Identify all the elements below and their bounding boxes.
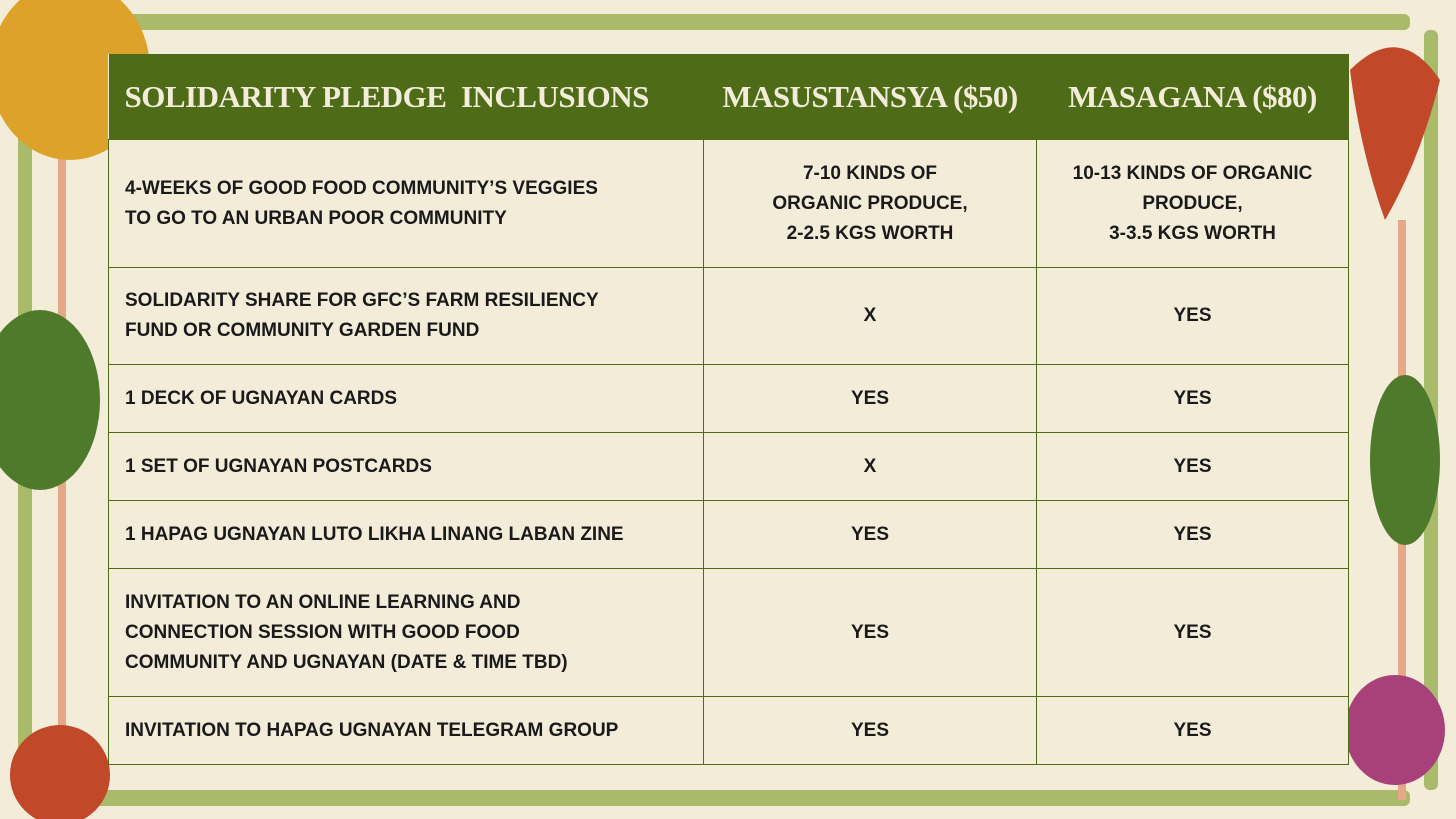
tomato	[10, 725, 110, 819]
cell-line: 7-10 KINDS OF	[802, 162, 938, 184]
cell-line: 4-WEEKS OF GOOD FOOD COMMUNITY’S VEGGIES	[125, 177, 598, 199]
inclusion-cell: 1 SET OF UGNAYAN POSTCARDS	[108, 432, 704, 501]
cell-line: FUND OR COMMUNITY GARDEN FUND	[125, 320, 480, 341]
column-header: MASAGANA ($80)	[1036, 54, 1349, 140]
cell-line: INVITATION TO HAPAG UGNAYAN TELEGRAM GRO…	[125, 719, 619, 741]
cell-line: YES	[850, 719, 890, 741]
tier-cell: YES	[1036, 500, 1349, 569]
header-row: SOLIDARITY PLEDGE INCLUSIONS MASUSTANSYA …	[108, 54, 1349, 140]
cell-line: YES	[850, 523, 890, 545]
table-row: 1 DECK OF UGNAYAN CARDS YES YES	[108, 364, 1349, 433]
cell-line: 10-13 KINDS OF ORGANIC	[1072, 162, 1313, 184]
tier-cell: X	[703, 267, 1037, 365]
tier-cell: YES	[1036, 364, 1349, 433]
brush-top	[40, 14, 1410, 30]
cell-line: YES	[1173, 387, 1212, 409]
cell-line: INVITATION TO AN ONLINE LEARNING AND	[125, 591, 521, 613]
cell-line: TO GO TO AN URBAN POOR COMMUNITY	[125, 207, 507, 229]
column-header: SOLIDARITY PLEDGE INCLUSIONS	[108, 54, 704, 140]
tier-cell: YES	[703, 500, 1037, 569]
tier-cell: 7-10 KINDS OF ORGANIC PRODUCE, 2-2.5 KGS W…	[703, 139, 1037, 268]
table-body: 4-WEEKS OF GOOD FOOD COMMUNITY’S VEGGIES…	[108, 139, 1349, 765]
cell-line: ORGANIC PRODUCE,	[772, 192, 968, 214]
cell-line: 1 DECK OF UGNAYAN CARDS	[125, 387, 398, 409]
tier-cell: YES	[703, 568, 1037, 697]
inclusion-cell: INVITATION TO AN ONLINE LEARNING AND CONN…	[108, 568, 704, 697]
tier-cell: X	[703, 432, 1037, 501]
cell-line: X	[863, 305, 877, 326]
cell-line: 2-2.5 KGS WORTH	[786, 222, 954, 244]
cell-line: PRODUCE,	[1142, 192, 1243, 214]
beet-leaf	[1345, 675, 1445, 785]
brush-bottom	[40, 790, 1410, 806]
cell-line: CONNECTION SESSION WITH GOOD FOOD	[125, 621, 520, 643]
table-row: 1 HAPAG UGNAYAN LUTO LIKHA LINANG LABAN …	[108, 500, 1349, 569]
inclusion-cell: 4-WEEKS OF GOOD FOOD COMMUNITY’S VEGGIES…	[108, 139, 704, 268]
squash	[1370, 375, 1440, 545]
cell-line: YES	[850, 387, 890, 409]
table-row: INVITATION TO HAPAG UGNAYAN TELEGRAM GRO…	[108, 696, 1349, 765]
cell-line: X	[863, 455, 877, 477]
table-row: 4-WEEKS OF GOOD FOOD COMMUNITY’S VEGGIES…	[108, 139, 1349, 268]
table-row: SOLIDARITY SHARE FOR GFC’S FARM RESILIEN…	[108, 267, 1349, 365]
cell-line: YES	[1173, 523, 1212, 545]
cell-line: COMMUNITY AND UGNAYAN (DATE & TIME TBD)	[125, 651, 568, 673]
leaf	[0, 310, 100, 490]
tier-cell: YES	[1036, 696, 1349, 765]
inclusion-cell: INVITATION TO HAPAG UGNAYAN TELEGRAM GRO…	[108, 696, 704, 765]
tier-cell: 10-13 KINDS OF ORGANIC PRODUCE, 3-3.5 KGS …	[1036, 139, 1349, 268]
tier-cell: YES	[1036, 267, 1349, 365]
cell-line: YES	[850, 621, 890, 643]
cell-line: YES	[1173, 305, 1212, 326]
table-row: INVITATION TO AN ONLINE LEARNING AND CONN…	[108, 568, 1349, 697]
tier-cell: YES	[1036, 432, 1349, 501]
cell-line: YES	[1173, 621, 1212, 643]
cell-line: YES	[1173, 719, 1212, 741]
carrot	[1350, 47, 1440, 220]
pledge-table: SOLIDARITY PLEDGE INCLUSIONS MASUSTANSYA …	[108, 54, 1349, 765]
cell-line: SOLIDARITY SHARE FOR GFC’S FARM RESILIEN…	[125, 290, 599, 311]
tier-cell: YES	[1036, 568, 1349, 697]
inclusion-cell: 1 DECK OF UGNAYAN CARDS	[108, 364, 704, 433]
inclusion-cell: SOLIDARITY SHARE FOR GFC’S FARM RESILIEN…	[108, 267, 704, 365]
cell-line: 3-3.5 KGS WORTH	[1109, 222, 1276, 244]
inclusion-cell: 1 HAPAG UGNAYAN LUTO LIKHA LINANG LABAN …	[108, 500, 704, 569]
column-header: MASUSTANSYA ($50)	[703, 54, 1037, 140]
cell-line: 1 HAPAG UGNAYAN LUTO LIKHA LINANG LABAN …	[125, 523, 624, 545]
tier-cell: YES	[703, 696, 1037, 765]
tier-cell: YES	[703, 364, 1037, 433]
cell-line: YES	[1173, 455, 1212, 477]
table-row: 1 SET OF UGNAYAN POSTCARDS X YES	[108, 432, 1349, 501]
cell-line: 1 SET OF UGNAYAN POSTCARDS	[125, 455, 432, 477]
